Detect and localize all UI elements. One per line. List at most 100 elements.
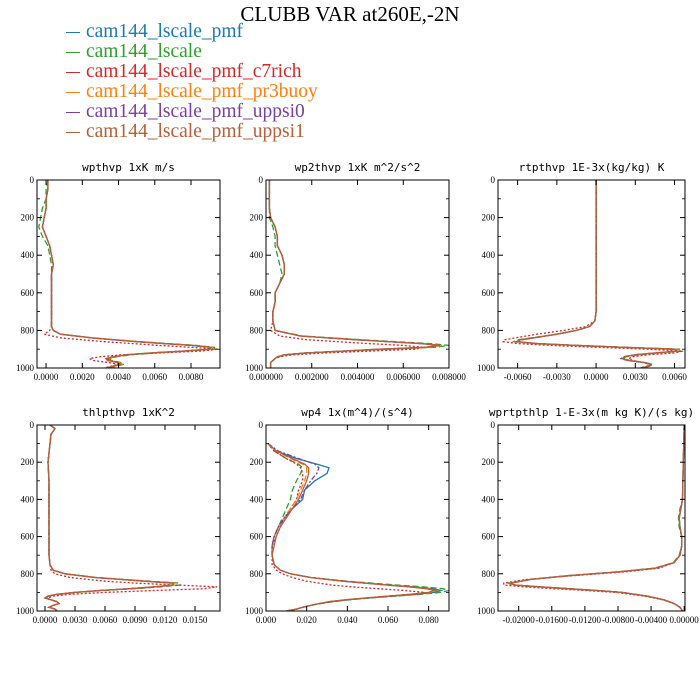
legend-label: cam144_lscale bbox=[86, 41, 202, 62]
legend-item: cam144_lscale_pmf_pr3buoy bbox=[66, 82, 318, 102]
y-tick-label: 800 bbox=[21, 569, 35, 579]
panel-title: rtpthvp 1E-3x(kg/kg) K bbox=[519, 161, 665, 174]
legend-label: cam144_lscale_pmf_pr3buoy bbox=[86, 81, 318, 102]
x-tick-label: 0.0080 bbox=[179, 372, 204, 382]
x-tick-label: 0.0060 bbox=[93, 615, 118, 625]
series-line bbox=[43, 425, 173, 611]
y-tick-label: 400 bbox=[482, 250, 496, 260]
series-line bbox=[267, 443, 449, 611]
series-line bbox=[515, 180, 680, 368]
y-tick-label: 0 bbox=[259, 175, 264, 185]
y-tick-label: 600 bbox=[482, 532, 496, 542]
x-tick-label: 0.0030 bbox=[623, 372, 648, 382]
y-tick-label: 800 bbox=[250, 325, 264, 335]
x-tick-label: 0.0000 bbox=[34, 372, 59, 382]
plot-frame bbox=[497, 179, 686, 369]
series-line bbox=[507, 425, 685, 611]
y-tick-label: 600 bbox=[250, 532, 264, 542]
y-tick-label: 0 bbox=[30, 175, 35, 185]
series-line bbox=[41, 180, 219, 368]
x-tick-label: 0.0040 bbox=[106, 372, 131, 382]
legend-label: cam144_lscale_pmf_c7rich bbox=[86, 61, 302, 82]
series-line bbox=[43, 425, 181, 611]
y-tick-label: 800 bbox=[250, 569, 264, 579]
x-tick-label: 0.0060 bbox=[142, 372, 167, 382]
series-line bbox=[41, 180, 215, 368]
legend-item: cam144_lscale_pmf_c7rich bbox=[66, 62, 318, 82]
chart-panel: wprtpthlp 1-E-3x(m kg K)/(s kg)0 200 400 60… bbox=[477, 406, 699, 625]
x-tick-label: -0.02000 bbox=[503, 615, 536, 625]
y-tick-label: 600 bbox=[250, 288, 264, 298]
y-tick-label: 0 bbox=[491, 420, 496, 430]
series-line bbox=[267, 443, 440, 611]
x-tick-label: 0.040 bbox=[337, 615, 358, 625]
figure-title: CLUBB VAR at260E,-2N bbox=[240, 2, 460, 26]
x-tick-label: 0.002000 bbox=[295, 372, 329, 382]
series-line bbox=[41, 180, 212, 368]
panel-title: wpthvp 1xK m/s bbox=[82, 161, 175, 174]
series-line bbox=[511, 180, 684, 368]
y-tick-label: 1000 bbox=[245, 606, 264, 616]
plot-frame bbox=[497, 424, 686, 612]
legend-item: cam144_lscale bbox=[66, 42, 318, 62]
series-line bbox=[41, 180, 213, 368]
legend-swatch bbox=[66, 111, 80, 113]
x-tick-label: -0.00800 bbox=[602, 615, 635, 625]
y-tick-label: 0 bbox=[491, 175, 496, 185]
y-tick-label: 200 bbox=[250, 213, 264, 223]
y-tick-label: 0 bbox=[30, 420, 35, 430]
legend-swatch bbox=[66, 131, 80, 133]
y-tick-label: 200 bbox=[482, 457, 496, 467]
series-line bbox=[508, 425, 685, 611]
x-tick-label: 0.004000 bbox=[341, 372, 375, 382]
y-tick-label: 400 bbox=[482, 494, 496, 504]
x-tick-label: 0.060 bbox=[378, 615, 399, 625]
series-line bbox=[267, 443, 438, 611]
legend-swatch bbox=[66, 71, 80, 73]
panel-title: wprtpthlp 1-E-3x(m kg K)/(s kg) bbox=[489, 406, 694, 419]
legend-swatch bbox=[66, 91, 80, 93]
legend-label: cam144_lscale_pmf bbox=[86, 21, 244, 42]
x-tick-label: -0.0030 bbox=[543, 372, 571, 382]
legend: cam144_lscale_pmf cam144_lscale cam144_l… bbox=[66, 22, 318, 142]
y-tick-label: 600 bbox=[482, 288, 496, 298]
y-tick-label: 800 bbox=[482, 569, 496, 579]
y-tick-label: 200 bbox=[250, 457, 264, 467]
x-tick-label: -0.0060 bbox=[504, 372, 532, 382]
legend-item: cam144_lscale_pmf_uppsi1 bbox=[66, 122, 318, 142]
y-tick-label: 200 bbox=[482, 213, 496, 223]
y-tick-label: 400 bbox=[21, 250, 35, 260]
y-tick-label: 200 bbox=[21, 457, 35, 467]
series-line bbox=[268, 180, 424, 368]
y-tick-label: 800 bbox=[482, 325, 496, 335]
series-line bbox=[502, 180, 683, 368]
series-line bbox=[43, 425, 174, 611]
y-tick-label: 200 bbox=[21, 213, 35, 223]
chart-panel: rtpthvp 1E-3x(kg/kg) K02004006008001000-… bbox=[477, 161, 687, 382]
x-tick-label: 0.080 bbox=[419, 615, 440, 625]
x-tick-label: 0.020 bbox=[297, 615, 318, 625]
legend-label: cam144_lscale_pmf_uppsi0 bbox=[86, 101, 305, 122]
series-line bbox=[503, 425, 685, 611]
y-tick-label: 400 bbox=[250, 494, 264, 504]
x-tick-label: 0.0000 bbox=[584, 372, 609, 382]
x-tick-label: 0.0060 bbox=[662, 372, 687, 382]
y-tick-label: 1000 bbox=[16, 606, 35, 616]
chart-panel: wp2thvp 1xK m^2/s^2020040060080010000.00… bbox=[245, 161, 466, 382]
series-line bbox=[505, 425, 685, 611]
x-tick-label: 0.0000 bbox=[33, 615, 58, 625]
x-tick-label: 0.000 bbox=[256, 615, 277, 625]
x-tick-label: -0.01600 bbox=[536, 615, 569, 625]
series-line bbox=[268, 180, 440, 368]
series-line bbox=[509, 425, 685, 611]
x-tick-label: 0.0120 bbox=[153, 615, 178, 625]
series-line bbox=[41, 180, 213, 368]
series-line bbox=[513, 180, 681, 368]
x-tick-label: 0.008000 bbox=[432, 372, 466, 382]
y-tick-label: 1000 bbox=[16, 363, 35, 373]
x-tick-label: 0.0150 bbox=[183, 615, 208, 625]
